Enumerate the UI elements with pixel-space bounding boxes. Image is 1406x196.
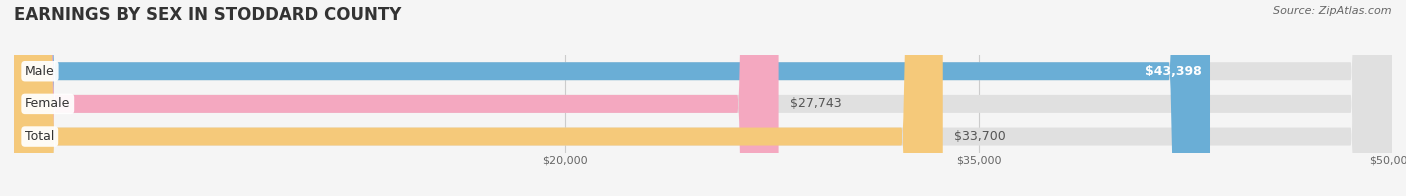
Text: $33,700: $33,700: [953, 130, 1005, 143]
FancyBboxPatch shape: [14, 0, 943, 196]
Text: Male: Male: [25, 65, 55, 78]
FancyBboxPatch shape: [14, 0, 779, 196]
Text: $43,398: $43,398: [1144, 65, 1202, 78]
Text: $27,743: $27,743: [790, 97, 841, 110]
Text: Source: ZipAtlas.com: Source: ZipAtlas.com: [1274, 6, 1392, 16]
FancyBboxPatch shape: [14, 0, 1392, 196]
FancyBboxPatch shape: [14, 0, 1211, 196]
FancyBboxPatch shape: [14, 0, 1392, 196]
Text: EARNINGS BY SEX IN STODDARD COUNTY: EARNINGS BY SEX IN STODDARD COUNTY: [14, 6, 402, 24]
Text: Total: Total: [25, 130, 55, 143]
Text: Female: Female: [25, 97, 70, 110]
FancyBboxPatch shape: [14, 0, 1392, 196]
